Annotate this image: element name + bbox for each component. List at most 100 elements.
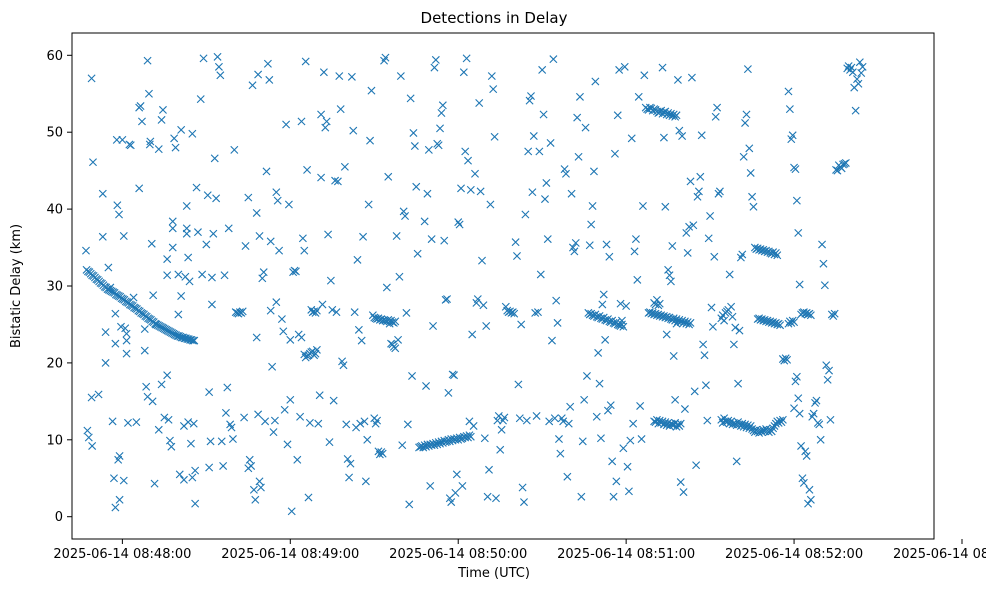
data-point [186,439,195,448]
data-point [799,478,808,487]
data-point [478,256,486,265]
data-point [664,265,673,274]
x-tick-label: 2025-06-14 08:50:00 [389,547,527,562]
data-point [219,461,228,470]
data-point [598,300,607,309]
data-point [106,283,115,292]
data-point [777,418,786,427]
data-point [317,173,326,182]
data-point [391,317,400,326]
data-point [638,202,647,211]
data-point [464,433,473,442]
data-point [209,229,218,238]
data-point [655,299,664,308]
data-point [580,395,589,404]
data-point [205,463,214,472]
data-point [683,318,692,327]
data-point [776,321,785,330]
data-point [170,134,179,143]
data-point [792,372,801,381]
data-point [476,187,485,196]
data-point [221,408,230,417]
data-point [179,475,188,484]
y-tick-label: 10 [46,433,63,448]
data-point [336,105,345,114]
data-point [163,271,172,280]
data-point [492,494,500,503]
data-point [333,177,342,186]
data-point [266,306,275,315]
data-point [735,326,744,335]
data-point [206,437,215,446]
data-point [402,308,411,317]
data-point [205,388,214,397]
data-point [792,196,801,205]
data-point [683,248,692,257]
data-point [423,189,432,198]
data-point [98,232,107,241]
data-point [356,419,365,428]
data-point [493,416,502,425]
x-tick-label: 2025-06-14 08:53:00 [893,547,986,562]
data-point [196,95,205,104]
data-point [858,62,867,71]
data-point [113,201,122,210]
data-point [629,419,638,428]
data-point [570,247,579,256]
data-point [466,432,475,441]
data-point [385,319,394,328]
data-point [729,340,738,349]
data-point [388,340,397,349]
data-point [790,318,799,327]
data-point [469,421,478,430]
data-point [199,54,208,63]
data-point [174,310,183,319]
data-point [697,131,706,140]
data-point [490,132,499,141]
data-point [662,330,671,339]
data-point [804,499,813,508]
data-point [703,416,712,425]
data-point [101,358,110,367]
data-point [406,94,415,103]
data-point [578,437,587,446]
data-point [602,240,611,249]
data-point [342,420,351,429]
data-point [258,274,267,283]
data-point [272,298,281,307]
data-point [450,371,459,380]
data-point [549,55,558,64]
data-point [742,110,751,119]
data-point [471,169,479,178]
data-point [350,308,359,317]
data-point [174,270,183,279]
data-point [457,184,466,193]
data-point [363,435,372,444]
y-tick-label: 40 [46,203,63,218]
data-point [101,328,110,337]
data-point [622,302,631,310]
data-point [851,106,860,115]
data-point [687,73,696,82]
data-point [249,485,258,494]
data-point [115,210,124,219]
data-point [392,232,401,241]
data-point [619,444,628,453]
data-point [332,308,341,317]
data-point [608,457,617,466]
data-point [539,110,548,119]
data-point [794,228,803,237]
data-point [420,217,429,226]
data-point [658,63,667,72]
data-point [238,307,247,316]
data-point [855,58,864,67]
data-point [451,488,460,497]
data-point [708,322,717,331]
data-point [778,415,787,424]
data-point [272,188,281,197]
data-point [140,325,149,334]
data-point [563,472,572,481]
y-tick-label: 50 [46,126,63,141]
data-point [87,74,96,83]
data-point [731,323,740,332]
